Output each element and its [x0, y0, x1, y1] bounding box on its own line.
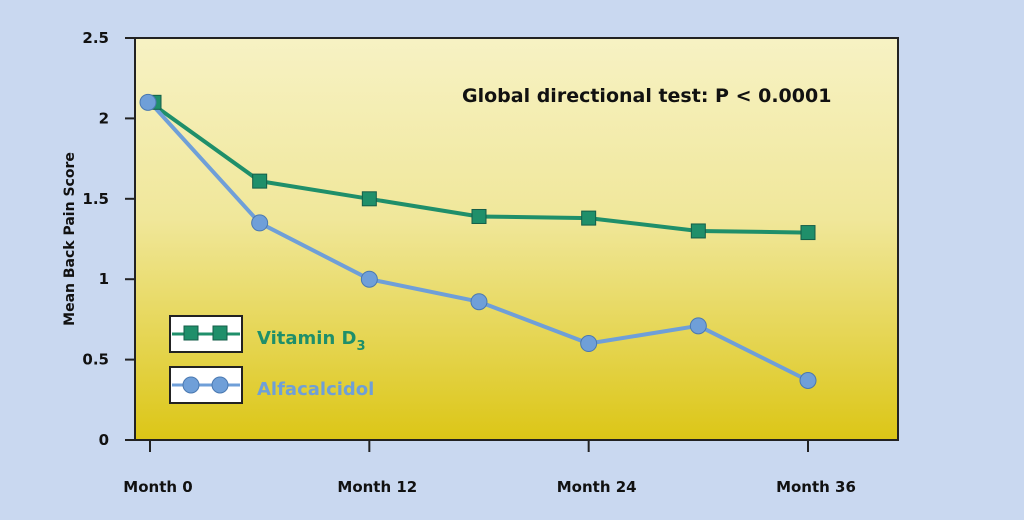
plot-area — [134, 37, 899, 441]
data-point-circle — [139, 93, 157, 111]
data-point-circle — [799, 372, 817, 390]
legend-item-alfacalcidol: Alfacalcidol — [169, 366, 374, 404]
series-lines — [139, 93, 817, 390]
data-point-square — [800, 225, 816, 241]
y-tick-label: 2 — [99, 109, 109, 127]
data-point-circle — [360, 270, 378, 288]
legend-marker-circle — [211, 376, 229, 394]
y-tick-label: 1 — [99, 270, 109, 288]
data-point-circle — [251, 214, 269, 232]
legend-label-subscript: 3 — [356, 339, 365, 354]
x-axis: Month 0 Month 12 Month 24 Month 36 — [123, 440, 856, 496]
legend-marker-square — [212, 325, 228, 341]
legend-label-vitamin-d3: Vitamin D3 — [257, 328, 366, 354]
data-point-square — [361, 191, 377, 207]
annotation-text: Global directional test: P < 0.0001 — [462, 85, 831, 107]
data-point-circle — [689, 317, 707, 335]
legend: Vitamin D3 Alfacalcidol — [169, 315, 374, 404]
y-tick-label: 2.5 — [82, 29, 109, 47]
data-point-square — [581, 210, 597, 226]
data-point-square — [690, 223, 706, 239]
data-point-square — [252, 173, 268, 189]
legend-label-alfacalcidol: Alfacalcidol — [257, 379, 374, 400]
x-tick-label: Month 12 — [337, 478, 417, 496]
y-tick-label: 1.5 — [82, 190, 109, 208]
y-axis-title: Mean Back Pain Score — [62, 152, 78, 326]
x-tick-label: Month 36 — [776, 478, 856, 496]
x-tick-label: Month 0 — [123, 478, 192, 496]
legend-marker-square — [183, 325, 199, 341]
legend-label-name: Vitamin D — [257, 328, 356, 349]
x-tick-label: Month 24 — [557, 478, 637, 496]
y-tick-label: 0.5 — [82, 351, 109, 369]
data-point-circle — [580, 335, 598, 353]
data-point-circle — [470, 293, 488, 311]
legend-marker-circle — [182, 376, 200, 394]
data-point-square — [471, 208, 487, 224]
y-tick-label: 0 — [99, 431, 109, 449]
y-axis: 0 0.5 1 1.5 2 2.5 — [82, 29, 135, 449]
legend-item-vitamin-d3: Vitamin D3 — [169, 315, 366, 354]
